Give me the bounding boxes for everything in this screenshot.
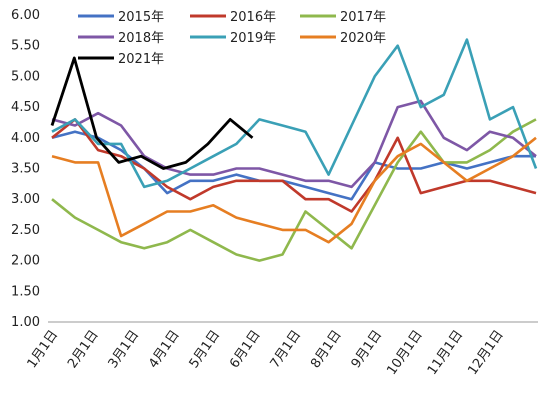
x-tick-label: 7月1日	[268, 328, 305, 371]
y-axis-ticks: 1.00 1.50 2.00 2.50 3.00 3.50 4.00 4.50 5.00 5.50…	[11, 8, 40, 330]
y-tick-label: 2.00	[11, 254, 40, 269]
legend-item: 2020年	[300, 31, 386, 46]
x-tick-label: 9月1日	[349, 328, 386, 371]
legend-label: 2016年	[230, 10, 276, 25]
x-tick-label: 6月1日	[227, 328, 264, 371]
series-line-2018年	[51, 99, 537, 189]
x-tick-label: 4月1日	[146, 328, 183, 371]
x-axis-ticks: 1月1日 2月1日 3月1日 4月1日 5月1日 6月1日 7月1日 8月1日 9月1日 10月1…	[25, 328, 507, 378]
y-tick-label: 5.00	[11, 69, 40, 84]
legend-item: 2017年	[300, 10, 386, 25]
x-tick-label: 8月1日	[308, 328, 345, 371]
legend-label: 2019年	[230, 31, 276, 46]
y-tick-label: 1.00	[11, 315, 40, 330]
legend-label: 2021年	[118, 52, 164, 67]
x-tick-label: 5月1日	[187, 328, 224, 371]
legend-item: 2021年	[78, 52, 164, 67]
legend-label: 2017年	[340, 10, 386, 25]
series-lines	[50, 38, 538, 262]
y-tick-label: 2.50	[11, 223, 40, 238]
x-tick-label: 11月1日	[425, 328, 466, 378]
legend-label: 2018年	[118, 31, 164, 46]
series-line-2020年	[51, 136, 537, 244]
legend-item: 2019年	[190, 31, 276, 46]
series-line-2019年	[51, 38, 538, 189]
y-tick-label: 5.50	[11, 39, 40, 54]
series-line-2021年	[50, 56, 254, 170]
x-tick-label: 3月1日	[106, 328, 143, 371]
legend-label: 2015年	[118, 10, 164, 25]
y-tick-label: 3.00	[11, 192, 40, 207]
legend-item: 2015年	[78, 10, 164, 25]
x-tick-label: 12月1日	[465, 328, 506, 378]
series-line-2017年	[51, 118, 537, 262]
x-tick-label: 1月1日	[25, 328, 62, 371]
legend: 2015年 2016年 2017年 2018年 2019年 2020年 2021年	[78, 10, 386, 67]
y-tick-label: 6.00	[11, 8, 40, 23]
y-tick-label: 1.50	[11, 284, 40, 299]
x-tick-label: 2月1日	[65, 328, 102, 371]
legend-item: 2016年	[190, 10, 276, 25]
y-tick-label: 4.00	[11, 131, 40, 146]
legend-label: 2020年	[340, 31, 386, 46]
legend-item: 2018年	[78, 31, 164, 46]
y-tick-label: 4.50	[11, 100, 40, 115]
series-line-2016年	[51, 118, 537, 213]
x-tick-label: 10月1日	[384, 328, 425, 378]
y-tick-label: 3.50	[11, 162, 40, 177]
